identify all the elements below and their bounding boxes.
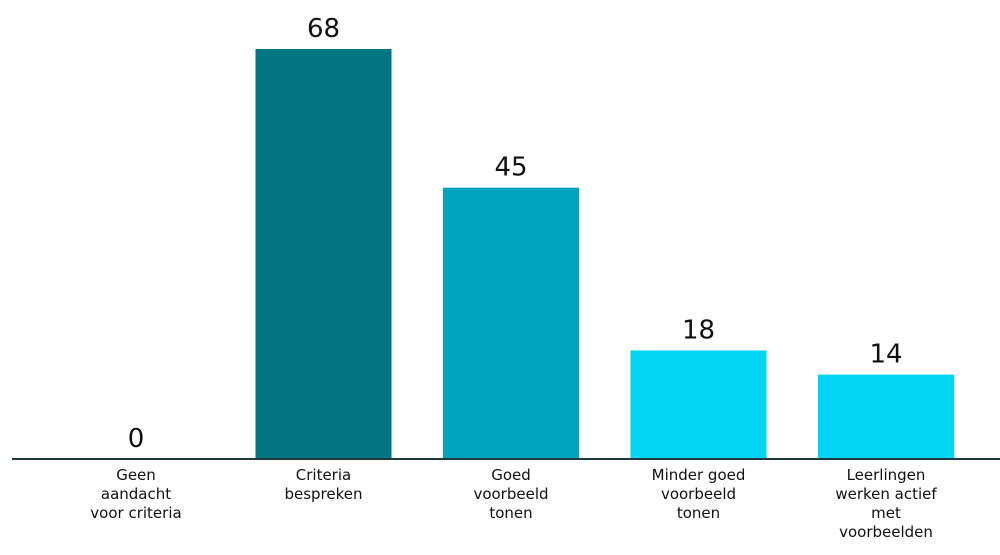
category-label-line: Criteria [296,466,351,484]
category-label-4: Leerlingen werken actief met voorbeelden [835,466,937,541]
bars-group [256,49,955,459]
category-label-line: voor criteria [90,504,181,522]
category-label-line: met [871,504,901,522]
bar-4 [818,375,954,459]
value-label-0: 0 [128,424,145,454]
value-label-4: 14 [869,340,902,370]
bar-3 [631,350,767,459]
category-label-2: Goed voorbeeld tonen [473,466,548,522]
bar-2 [443,188,579,459]
category-label-line: bespreken [284,485,362,503]
category-label-3: Minder goed voorbeeld tonen [652,466,746,522]
category-label-line: aandacht [101,485,171,503]
value-label-3: 18 [682,315,715,345]
category-label-line: Goed [491,466,531,484]
category-labels-group: Geen aandacht voor criteria Criteria besprek… [90,466,937,541]
category-label-1: Criteria bespreken [284,466,362,503]
category-label-line: tonen [489,504,532,522]
category-label-line: tonen [677,504,720,522]
bar-1 [256,49,392,459]
category-label-0: Geen aandacht voor criteria [90,466,181,522]
category-label-line: Minder goed [652,466,746,484]
value-label-2: 45 [494,153,527,183]
category-label-line: voorbeeld [473,485,548,503]
category-label-line: Geen [116,466,156,484]
category-label-line: Leerlingen [847,466,926,484]
category-label-line: voorbeelden [839,523,933,541]
value-label-1: 68 [307,14,340,44]
category-label-line: werken actief [835,485,937,503]
category-label-line: voorbeeld [661,485,736,503]
